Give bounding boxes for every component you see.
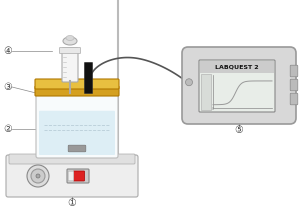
FancyBboxPatch shape [35,79,119,89]
FancyBboxPatch shape [36,89,118,158]
FancyBboxPatch shape [290,79,298,91]
Text: ④: ④ [4,46,12,56]
Circle shape [31,169,45,183]
Ellipse shape [63,37,77,45]
FancyBboxPatch shape [74,171,85,181]
FancyBboxPatch shape [39,111,115,155]
Text: ⑤: ⑤ [235,125,243,135]
Text: 0: 0 [212,107,214,111]
FancyBboxPatch shape [67,169,89,183]
FancyBboxPatch shape [200,61,274,73]
FancyBboxPatch shape [9,154,135,164]
FancyBboxPatch shape [68,145,86,152]
FancyBboxPatch shape [59,47,80,53]
FancyBboxPatch shape [68,171,74,181]
FancyBboxPatch shape [62,48,78,82]
FancyBboxPatch shape [199,60,275,112]
Text: ①: ① [68,198,76,208]
FancyBboxPatch shape [85,62,92,94]
Circle shape [36,174,40,178]
FancyBboxPatch shape [201,74,211,110]
FancyBboxPatch shape [290,93,298,105]
Text: ②: ② [4,124,12,134]
Text: LABQUEST 2: LABQUEST 2 [215,65,259,69]
Text: ③: ③ [4,82,12,92]
FancyBboxPatch shape [290,65,298,77]
Ellipse shape [66,36,74,40]
Circle shape [27,165,49,187]
Circle shape [185,79,193,86]
FancyBboxPatch shape [6,155,138,197]
FancyBboxPatch shape [35,86,119,96]
FancyBboxPatch shape [182,47,296,124]
